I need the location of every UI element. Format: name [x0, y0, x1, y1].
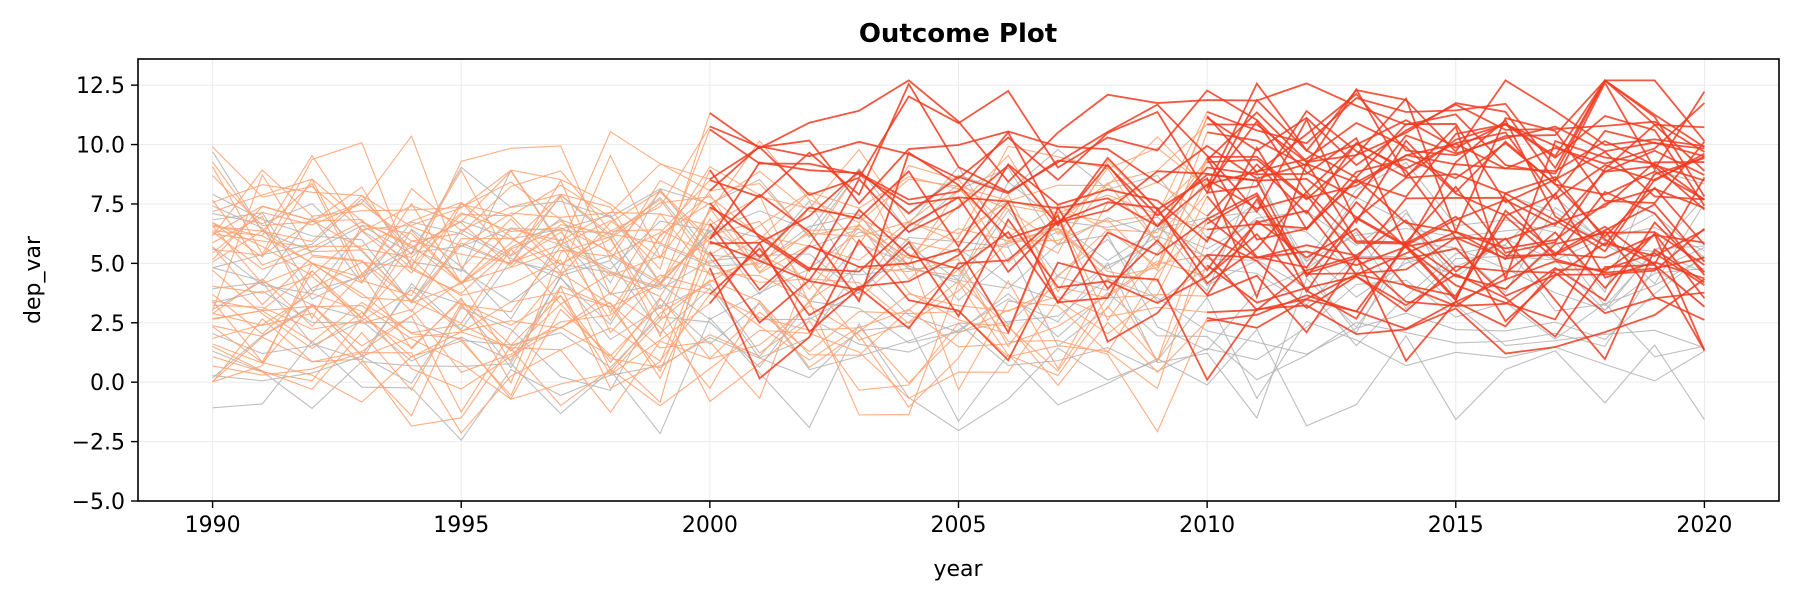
- series-line-pre-treatment: [212, 179, 1208, 305]
- series-line-post-treatment: [709, 214, 1705, 361]
- x-tick-label: 1990: [185, 513, 241, 538]
- y-tick-label: 12.5: [76, 74, 125, 99]
- series-line-post-treatment: [1206, 123, 1705, 241]
- series-line-pre-treatment: [212, 293, 1208, 407]
- y-tick-label: −5.0: [72, 490, 125, 515]
- series-line-never-treated: [212, 325, 1705, 442]
- series-line-post-treatment: [709, 145, 1705, 259]
- series-line-pre-treatment: [212, 117, 1208, 273]
- series-line-post-treatment: [709, 197, 1705, 324]
- series-line-post-treatment: [709, 121, 1705, 240]
- series-line-post-treatment: [1206, 103, 1705, 167]
- series-line-pre-treatment: [212, 179, 711, 284]
- series-line-post-treatment: [709, 151, 1706, 304]
- x-tick-label: 1995: [433, 513, 489, 538]
- series-line-pre-treatment: [212, 269, 1208, 384]
- series-line-post-treatment: [1206, 217, 1705, 321]
- series-line-never-treated: [212, 148, 1705, 294]
- series-line-post-treatment: [709, 79, 1705, 195]
- series-line-post-treatment: [1207, 142, 1706, 246]
- series-line-post-treatment: [1206, 264, 1705, 315]
- series-line-pre-treatment: [212, 268, 1208, 433]
- y-tick-label: 7.5: [90, 193, 125, 218]
- series-line-pre-treatment: [212, 292, 1208, 403]
- y-axis-ticks: −5.0 −2.5 0.0 2.5 5.0 7.5 10.0 12.5: [72, 74, 138, 515]
- series-line-pre-treatment: [212, 141, 1208, 281]
- series-line-post-treatment: [709, 89, 1705, 199]
- series-line-post-treatment: [1207, 96, 1706, 234]
- y-tick-label: 0.0: [90, 371, 125, 396]
- series-line-pre-treatment: [212, 129, 711, 264]
- y-axis-label: dep_var: [21, 235, 46, 324]
- series-line-post-treatment: [1206, 221, 1706, 334]
- series-line-pre-treatment: [212, 111, 1208, 285]
- series-line-post-treatment: [1207, 109, 1705, 282]
- series-line-pre-treatment: [212, 251, 711, 373]
- series-line-pre-treatment: [212, 130, 711, 249]
- y-tick-label: 10.0: [76, 134, 125, 159]
- series-line-post-treatment: [1206, 252, 1705, 363]
- series-line-post-treatment: [709, 79, 1706, 184]
- series-line-never-treated: [212, 195, 1705, 347]
- series-line-pre-treatment: [212, 206, 711, 385]
- series-line-pre-treatment: [212, 295, 711, 382]
- series-line-pre-treatment: [212, 132, 1208, 315]
- series-line-pre-treatment: [212, 225, 711, 334]
- series-line-post-treatment: [1207, 140, 1705, 200]
- series-line-post-treatment: [1207, 80, 1706, 184]
- series-line-pre-treatment: [212, 112, 711, 271]
- series-line-post-treatment: [709, 192, 1705, 323]
- series-line-pre-treatment: [212, 265, 1208, 434]
- x-axis-label: year: [933, 557, 983, 582]
- series-line-post-treatment: [709, 118, 1705, 249]
- series-line-pre-treatment: [212, 173, 1208, 312]
- series-line-post-treatment: [709, 238, 1705, 382]
- x-tick-label: 2005: [931, 513, 987, 538]
- series-line-post-treatment: [1207, 209, 1706, 351]
- series-line-post-treatment: [1206, 178, 1706, 276]
- y-tick-label: −2.5: [72, 431, 125, 456]
- series-line-never-treated: [212, 267, 1705, 381]
- chart-title: Outcome Plot: [859, 19, 1057, 49]
- series-line-post-treatment: [1206, 78, 1705, 170]
- series-lines: [212, 78, 1706, 442]
- y-tick-label: 2.5: [90, 312, 125, 337]
- x-tick-label: 2010: [1179, 513, 1235, 538]
- series-line-pre-treatment: [212, 123, 1208, 264]
- series-line-post-treatment: [1206, 79, 1706, 197]
- x-tick-label: 2020: [1676, 513, 1732, 538]
- series-line-pre-treatment: [212, 253, 1208, 372]
- y-tick-label: 5.0: [90, 252, 125, 277]
- series-line-pre-treatment: [212, 169, 711, 319]
- series-line-post-treatment: [1206, 231, 1705, 320]
- series-line-pre-treatment: [212, 146, 1208, 264]
- series-line-post-treatment: [1206, 87, 1706, 207]
- series-line-never-treated: [212, 296, 1705, 435]
- series-line-post-treatment: [709, 191, 1705, 318]
- x-tick-label: 2000: [682, 513, 738, 538]
- series-line-pre-treatment: [212, 157, 1208, 348]
- series-line-post-treatment: [1206, 194, 1705, 294]
- series-line-post-treatment: [709, 123, 1706, 300]
- x-tick-label: 2015: [1428, 513, 1484, 538]
- series-line-post-treatment: [1206, 176, 1706, 302]
- series-line-pre-treatment: [212, 223, 711, 404]
- x-axis-ticks: 1990 1995 2000 2005 2010 2015 2020: [185, 501, 1732, 538]
- series-line-pre-treatment: [212, 223, 1208, 414]
- series-line-pre-treatment: [212, 190, 711, 277]
